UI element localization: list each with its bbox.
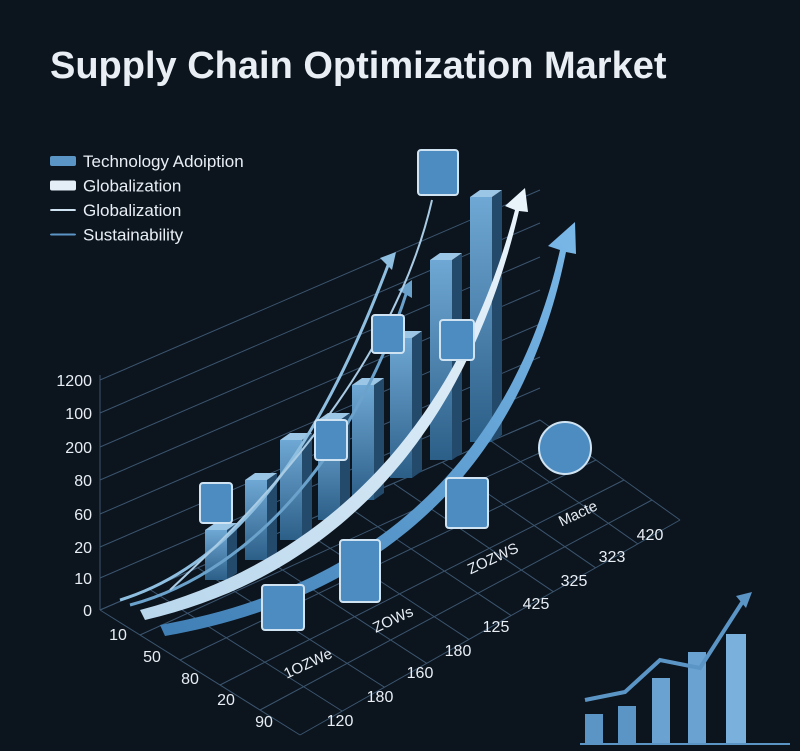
- grid-line: [393, 482, 554, 593]
- bar-top: [352, 378, 384, 385]
- x-axis-label: 180: [367, 689, 394, 706]
- bar-side: [302, 433, 312, 540]
- bar: [280, 440, 302, 540]
- depth-axis-label: 20: [217, 692, 235, 709]
- x-axis-label: 160: [407, 665, 434, 682]
- legend-label: Globalization: [83, 201, 181, 220]
- legend-label: Sustainability: [83, 226, 184, 245]
- legend-swatch: [50, 209, 76, 211]
- grid-line: [99, 609, 301, 736]
- floor-label: ZOZWS: [465, 540, 521, 578]
- y-axis-label: 0: [83, 603, 92, 620]
- bar: [245, 480, 267, 560]
- bar-side: [227, 523, 237, 580]
- bar-top: [470, 190, 502, 197]
- x-axis-label: 180: [445, 643, 472, 660]
- grid-line: [295, 525, 470, 640]
- x-axis-label: 325: [561, 573, 588, 590]
- x-axis-label: 425: [523, 596, 550, 613]
- legend-swatch: [50, 180, 76, 191]
- title: Supply Chain Optimization Market: [50, 45, 667, 87]
- bar-top: [245, 473, 277, 480]
- grid-line: [490, 440, 639, 545]
- y-axis-label: 60: [74, 507, 92, 524]
- bar-top: [280, 433, 312, 440]
- bar-top: [430, 253, 462, 260]
- legend-label: Technology Adoiption: [83, 152, 244, 171]
- y-axis-label: 80: [74, 473, 92, 490]
- x-axis-label: 125: [483, 619, 510, 636]
- y-axis-label: 20: [74, 540, 92, 557]
- y-axis-label: 10: [74, 571, 92, 588]
- grid-line: [219, 479, 625, 686]
- depth-axis-label: 80: [181, 671, 199, 688]
- grid-line: [259, 499, 653, 711]
- inset-chart: [580, 592, 790, 745]
- bar-side: [267, 473, 277, 560]
- floor-label: 1OZWe: [281, 645, 335, 682]
- grid-line: [179, 459, 597, 661]
- bar-top: [205, 523, 237, 530]
- bar-side: [492, 190, 502, 442]
- grid-line: [99, 222, 541, 414]
- grid-line: [299, 519, 681, 736]
- icons: [199, 149, 592, 631]
- floor-label: ZOWs: [370, 603, 416, 636]
- grid-line: [344, 504, 512, 616]
- depth-axis-label: 50: [143, 649, 161, 666]
- y-axis-label: 1200: [56, 373, 92, 390]
- x-axis-label: 120: [327, 713, 354, 730]
- grid: [99, 189, 681, 736]
- grid-line: [139, 439, 569, 636]
- labels: Technology Adoiption Globalization Globali…: [50, 152, 663, 731]
- legend-label: Globalization: [83, 177, 181, 196]
- bar: [352, 385, 374, 500]
- y-axis-label: 200: [65, 440, 92, 457]
- legend-swatch: [50, 156, 76, 166]
- grid-line: [99, 256, 541, 448]
- y-axis-label: 100: [65, 406, 92, 423]
- x-axis-label: 323: [599, 549, 626, 566]
- bar-side: [412, 331, 422, 478]
- depth-axis-label: 10: [109, 627, 127, 644]
- depth-axis-label: 90: [255, 714, 273, 731]
- x-axis-label: 420: [637, 527, 664, 544]
- grid-line: [99, 189, 541, 381]
- legend-swatch: [50, 233, 76, 236]
